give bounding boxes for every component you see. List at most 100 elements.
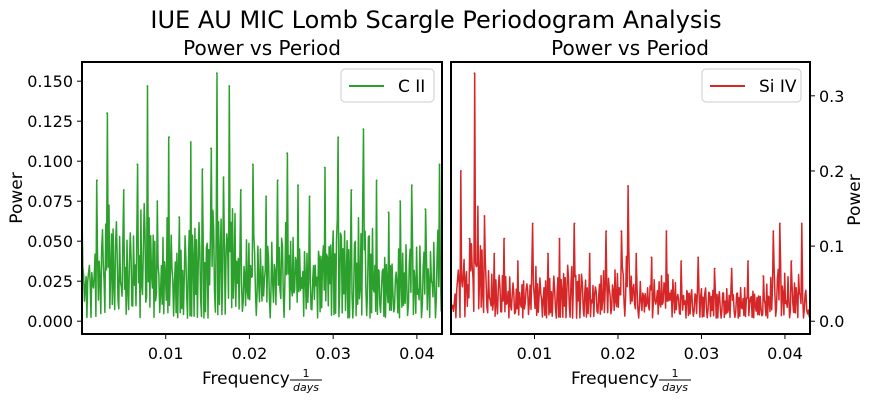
- siiv-y-axis-label: Power: [845, 174, 865, 225]
- cii-series-line: [81, 72, 443, 319]
- cii-data-point: [106, 112, 108, 115]
- siiv-data-point: [546, 252, 549, 255]
- cii-data-point: [323, 166, 326, 169]
- cii-x-tick-label: 0.03: [315, 344, 351, 363]
- siiv-data-point: [468, 237, 471, 240]
- cii-legend-box: [340, 68, 435, 103]
- cii-data-point: [411, 184, 413, 187]
- siiv-data-point: [790, 260, 793, 262]
- siiv-data-point: [747, 260, 750, 262]
- siiv-x-axis-label: Frequency 1 days: [571, 367, 691, 394]
- siiv-data-point: [635, 252, 638, 255]
- siiv-data-point: [588, 252, 591, 255]
- cii-data-point: [337, 136, 340, 139]
- cii-data-point: [189, 141, 192, 143]
- cii-data-point: [240, 189, 243, 191]
- cii-data-point: [424, 208, 427, 211]
- siiv-data-point: [620, 230, 623, 233]
- siiv-data-point: [493, 252, 496, 255]
- cii-data-point: [123, 189, 125, 191]
- siiv-axes: 0.01 0.02 0.03 0.04 0.0 0.1 0.2 0.3: [517, 87, 845, 363]
- siiv-axes-frame: [450, 61, 811, 335]
- cii-data-point: [265, 195, 268, 198]
- cii-data-point: [438, 163, 441, 166]
- siiv-y-tick-label: 0.1: [819, 237, 844, 256]
- cii-data-point: [251, 163, 254, 166]
- siiv-legend-label: Si IV: [759, 77, 797, 97]
- cii-data-point: [387, 211, 390, 214]
- siiv-data-point: [473, 72, 476, 75]
- cii-x-tick-label: 0.01: [148, 344, 184, 363]
- cii-x-axis-label-numerator: 1: [303, 367, 310, 380]
- cii-y-tick-label: 0.100: [27, 152, 73, 171]
- siiv-x-tick-label: 0.03: [684, 344, 720, 363]
- cii-x-tick-label: 0.02: [232, 344, 268, 363]
- siiv-data-point: [779, 222, 781, 225]
- siiv-y-tick-label: 0.3: [819, 87, 844, 106]
- cii-data-point: [168, 136, 171, 139]
- cii-data-point: [350, 189, 353, 191]
- cii-panel: Power vs Period 0.01 0.02 0.03 0.04 0.000 0.0…: [7, 36, 443, 394]
- siiv-data-point: [650, 256, 653, 259]
- cii-y-axis-label: Power: [7, 172, 27, 223]
- cii-data-point: [136, 163, 139, 166]
- siiv-data-point: [713, 267, 716, 270]
- cii-data-point: [210, 147, 212, 150]
- cii-legend-label: C II: [398, 77, 425, 97]
- cii-data-point: [375, 179, 378, 182]
- cii-data-point: [277, 179, 279, 182]
- cii-x-axis-label: Frequency 1 days: [202, 367, 322, 394]
- siiv-x-axis-label-denominator: days: [662, 381, 688, 394]
- cii-plot-area: [81, 72, 443, 319]
- cii-data-point: [215, 72, 218, 75]
- cii-x-tick-label: 0.04: [399, 344, 435, 363]
- cii-data-point: [297, 184, 299, 187]
- siiv-plot-area: [450, 72, 811, 319]
- siiv-data-point: [762, 275, 765, 277]
- siiv-data-point: [697, 256, 699, 259]
- siiv-x-tick-label: 0.02: [600, 344, 636, 363]
- cii-y-tick-label: 0.125: [27, 112, 73, 131]
- siiv-panel: Power vs Period 0.01 0.02 0.03 0.040.00.10.…: [450, 36, 865, 394]
- siiv-data-point: [800, 222, 803, 225]
- cii-data-point: [96, 179, 98, 182]
- cii-x-axis-label-denominator: days: [293, 381, 319, 394]
- siiv-y-tick-label: 0.2: [819, 162, 844, 181]
- cii-y-tick-label: 0.150: [27, 72, 73, 91]
- cii-y-tick-label: 0.025: [27, 272, 73, 291]
- figure-title: IUE AU MIC Lomb Scargle Periodogram Anal…: [150, 6, 721, 34]
- siiv-data-point: [516, 260, 519, 262]
- cii-data-point: [308, 195, 311, 198]
- cii-data-point: [156, 200, 159, 203]
- siiv-data-point: [483, 215, 486, 217]
- cii-legend: C II: [340, 68, 435, 103]
- siiv-series-line: [450, 72, 811, 319]
- siiv-x-axis-label-numerator: 1: [672, 367, 679, 380]
- siiv-data-point: [573, 222, 576, 225]
- siiv-legend-box: [701, 68, 802, 103]
- siiv-data-point: [558, 237, 561, 240]
- siiv-data-point: [605, 230, 608, 233]
- siiv-panel-title: Power vs Period: [551, 36, 709, 60]
- siiv-data-point: [772, 230, 775, 233]
- cii-data-point: [222, 176, 225, 179]
- siiv-data-point: [680, 260, 683, 262]
- siiv-x-tick-label: 0.04: [767, 344, 803, 363]
- cii-y-tick-label: 0.075: [27, 192, 73, 211]
- siiv-x-tick-label: 0.01: [517, 344, 553, 363]
- siiv-data-point: [503, 237, 506, 240]
- siiv-y-tick-label: 0.0: [819, 312, 844, 331]
- cii-data-point: [362, 128, 365, 131]
- siiv-data-point: [730, 267, 733, 270]
- cii-y-tick-label: 0.000: [27, 312, 73, 331]
- siiv-data-point: [665, 230, 668, 233]
- cii-data-point: [399, 200, 401, 203]
- cii-axes: 0.01 0.02 0.03 0.04 0.000 0.025 0.050 0.075 0.10…: [27, 72, 435, 363]
- cii-data-point: [146, 85, 149, 87]
- siiv-legend: Si IV: [701, 68, 802, 103]
- cii-data-point: [201, 168, 204, 171]
- cii-data-point: [286, 152, 288, 155]
- siiv-x-axis-label-text: Frequency: [571, 369, 659, 389]
- cii-panel-title: Power vs Period: [183, 36, 341, 60]
